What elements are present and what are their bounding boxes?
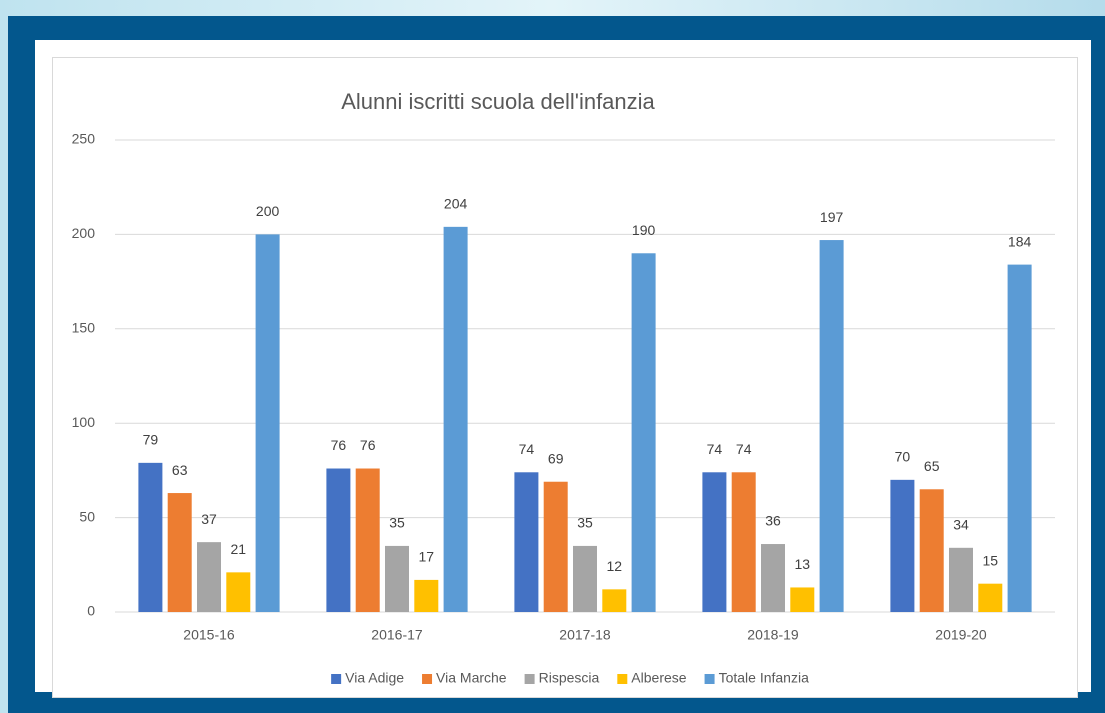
bar <box>197 542 221 612</box>
legend-label: Rispescia <box>539 670 600 686</box>
legend-label: Via Adige <box>345 670 404 686</box>
bar <box>819 240 844 612</box>
data-label: 35 <box>389 515 405 531</box>
bar <box>255 234 280 612</box>
bar <box>602 589 627 612</box>
legend-item: Rispescia <box>524 670 600 686</box>
data-label: 13 <box>795 556 811 572</box>
data-label: 63 <box>172 462 188 478</box>
data-label: 36 <box>765 513 781 529</box>
x-tick-label: 2015-16 <box>183 627 235 643</box>
legend-swatch <box>331 674 342 684</box>
data-label: 15 <box>983 552 999 568</box>
bar <box>573 545 597 612</box>
bar <box>790 587 815 612</box>
bar <box>702 472 727 612</box>
y-tick-label: 200 <box>72 225 96 241</box>
data-label: 69 <box>548 450 564 466</box>
x-tick-label: 2017-18 <box>559 627 611 643</box>
data-label: 74 <box>707 441 723 457</box>
data-label: 65 <box>924 458 940 474</box>
legend-label: Totale Infanzia <box>719 670 809 686</box>
data-label: 74 <box>736 441 752 457</box>
bar <box>414 579 439 612</box>
bar <box>1007 264 1032 612</box>
x-tick-label: 2019-20 <box>935 627 987 643</box>
legend-item: Via Adige <box>331 670 404 686</box>
legend-swatch <box>524 674 535 684</box>
bar <box>385 545 409 612</box>
bar <box>949 547 973 612</box>
data-label: 70 <box>895 449 911 465</box>
legend-item: Via Marche <box>422 670 507 686</box>
legend-swatch <box>422 674 433 684</box>
bar <box>167 493 192 612</box>
bar <box>919 489 944 612</box>
data-label: 204 <box>444 196 468 212</box>
data-label: 197 <box>820 209 844 225</box>
bar <box>514 472 539 612</box>
data-label: 76 <box>360 437 376 453</box>
y-tick-label: 100 <box>72 414 96 430</box>
data-label: 200 <box>256 203 280 219</box>
plot: 0 50 100 150 200 250 2015-16 79 63 37 21 200 2016-17… <box>72 131 1055 686</box>
bar <box>443 226 468 612</box>
bar <box>543 481 568 612</box>
data-label: 190 <box>632 222 656 238</box>
legend-item: Totale Infanzia <box>704 670 809 686</box>
x-tick-label: 2018-19 <box>747 627 799 643</box>
bar <box>326 468 351 612</box>
bar <box>890 479 915 612</box>
data-label: 35 <box>577 515 593 531</box>
legend-swatch <box>704 674 715 684</box>
bar <box>978 583 1003 612</box>
y-tick-label: 150 <box>72 320 96 336</box>
legend-label: Alberese <box>631 670 686 686</box>
data-label: 74 <box>519 441 535 457</box>
data-label: 17 <box>419 549 435 565</box>
bar <box>731 472 756 612</box>
y-tick-label: 0 <box>87 603 95 619</box>
data-label: 184 <box>1008 233 1032 249</box>
data-label: 79 <box>143 432 159 448</box>
bar <box>226 572 251 612</box>
bar <box>761 544 785 612</box>
data-label: 76 <box>331 437 347 453</box>
data-label: 21 <box>231 541 247 557</box>
y-tick-label: 50 <box>79 508 95 524</box>
legend-swatch <box>617 674 628 684</box>
data-label: 37 <box>201 511 217 527</box>
y-tick-label: 250 <box>72 131 96 147</box>
data-label: 12 <box>607 558 623 574</box>
data-label: 34 <box>953 517 969 533</box>
bar <box>631 253 656 612</box>
legend-label: Via Marche <box>436 670 507 686</box>
legend-item: Alberese <box>617 670 687 686</box>
bar <box>355 468 380 612</box>
x-tick-label: 2016-17 <box>371 627 423 643</box>
bar <box>138 462 163 612</box>
chart-title: Alunni iscritti scuola dell'infanzia <box>341 89 655 114</box>
